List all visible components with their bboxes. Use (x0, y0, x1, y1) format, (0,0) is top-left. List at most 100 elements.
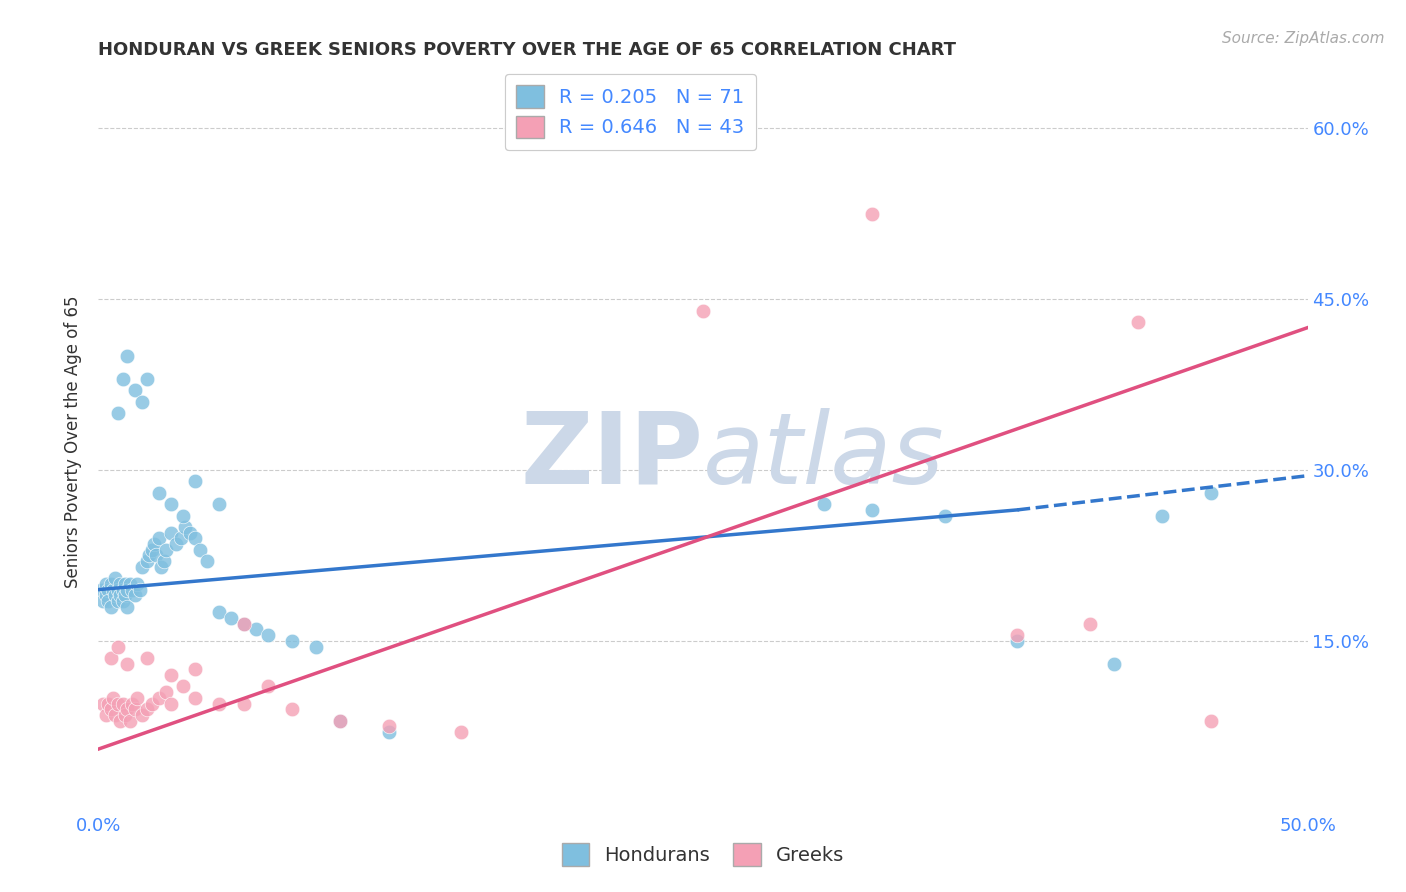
Point (121, 697, 143, 711)
Point (111, 697, 134, 711)
Point (101, 582, 124, 597)
Point (184, 690, 207, 705)
Point (118, 577, 141, 591)
Point (141, 697, 163, 711)
Point (97, 594, 120, 608)
Point (256, 680, 278, 694)
Point (221, 611, 243, 625)
Point (108, 714, 131, 728)
Point (1199, 714, 1222, 728)
Point (107, 406, 129, 420)
Point (121, 582, 143, 597)
Point (111, 594, 134, 608)
Point (145, 549, 167, 563)
Point (138, 549, 160, 563)
Point (160, 668, 183, 682)
Point (124, 702, 146, 716)
Point (1128, 315, 1150, 329)
Point (111, 582, 134, 597)
Point (1007, 633, 1029, 648)
Point (107, 582, 129, 597)
Point (91, 594, 114, 608)
Point (135, 651, 157, 665)
Point (135, 372, 157, 386)
Legend: R = 0.205   N = 71, R = 0.646   N = 43: R = 0.205 N = 71, R = 0.646 N = 43 (505, 74, 756, 150)
Point (172, 680, 194, 694)
Point (188, 542, 211, 557)
Point (174, 520, 197, 534)
Point (107, 640, 129, 654)
Point (104, 588, 127, 602)
Point (179, 525, 201, 540)
Point (148, 532, 170, 546)
Point (450, 725, 472, 739)
Text: ZIP: ZIP (520, 408, 703, 505)
Point (184, 475, 207, 489)
Point (165, 537, 187, 551)
Point (245, 623, 267, 637)
Point (208, 497, 231, 511)
Text: atlas: atlas (703, 408, 945, 505)
Point (117, 582, 139, 597)
Point (143, 537, 166, 551)
Point (232, 697, 254, 711)
Point (90, 582, 112, 597)
Point (1152, 508, 1174, 523)
Point (813, 497, 835, 511)
Point (148, 690, 170, 705)
Point (135, 702, 157, 716)
Legend: Hondurans, Greeks: Hondurans, Greeks (554, 835, 852, 873)
Point (128, 582, 150, 597)
Point (111, 372, 134, 386)
Point (208, 606, 231, 620)
Point (860, 503, 883, 517)
Point (94, 577, 117, 591)
Text: HONDURAN VS GREEK SENIORS POVERTY OVER THE AGE OF 65 CORRELATION CHART: HONDURAN VS GREEK SENIORS POVERTY OVER T… (98, 41, 956, 59)
Point (100, 651, 122, 665)
Point (1007, 628, 1029, 642)
Text: Source: ZipAtlas.com: Source: ZipAtlas.com (1222, 31, 1385, 46)
Point (108, 577, 131, 591)
Point (281, 633, 304, 648)
Point (100, 599, 122, 614)
Point (172, 508, 194, 523)
Point (124, 384, 146, 398)
Point (150, 559, 173, 574)
Point (377, 719, 399, 733)
Point (131, 394, 153, 409)
Point (104, 571, 127, 585)
Point (127, 577, 149, 591)
Point (117, 599, 139, 614)
Point (141, 542, 163, 557)
Point (107, 697, 129, 711)
Point (148, 485, 170, 500)
Point (118, 714, 141, 728)
Point (131, 707, 153, 722)
Point (94, 588, 117, 602)
Point (107, 594, 129, 608)
Point (256, 628, 278, 642)
Point (208, 697, 231, 711)
Point (97, 697, 120, 711)
Point (329, 714, 352, 728)
Point (108, 588, 131, 602)
Point (160, 497, 183, 511)
Point (195, 554, 218, 568)
Point (114, 577, 136, 591)
Point (135, 554, 157, 568)
Point (160, 697, 183, 711)
Y-axis label: Seniors Poverty Over the Age of 65: Seniors Poverty Over the Age of 65 (65, 295, 83, 588)
Point (117, 349, 139, 363)
Point (114, 707, 136, 722)
Point (281, 702, 304, 716)
Point (127, 690, 149, 705)
Point (91, 697, 114, 711)
Point (1199, 485, 1222, 500)
Point (184, 662, 207, 676)
Point (1078, 616, 1101, 631)
Point (377, 725, 399, 739)
Point (184, 532, 207, 546)
Point (101, 690, 124, 705)
Point (104, 707, 127, 722)
Point (160, 525, 183, 540)
